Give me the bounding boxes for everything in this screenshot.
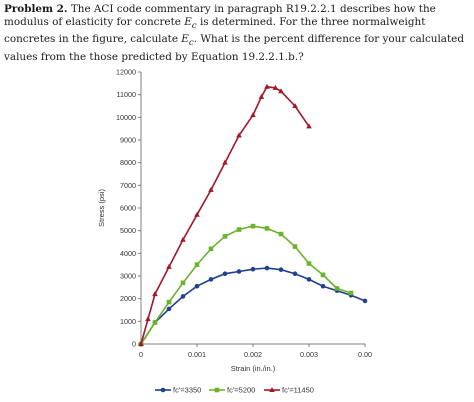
data-point [145,316,151,322]
data-point [292,271,298,277]
chart-series [138,83,368,347]
data-point [362,298,368,304]
problem-text-3: . What is the percent difference for you… [4,33,464,63]
data-point [194,262,200,267]
data-point [166,263,172,269]
data-point [236,269,242,274]
data-point [250,112,256,118]
data-point [250,266,256,272]
data-point [222,271,228,277]
series-line [140,267,366,345]
data-point [236,227,242,232]
data-point [222,159,228,165]
data-point [292,103,298,108]
legend-swatch-marker [160,387,166,393]
data-point [264,226,270,231]
data-point [292,244,298,249]
data-point [208,277,214,282]
data-point [278,267,284,272]
y-tick-label: 7000 [120,181,136,190]
y-tick-label: 5000 [120,226,136,235]
legend-label: fc'=11450 [282,386,314,395]
legend-swatch-marker [214,387,220,393]
y-tick-label: 10000 [116,113,136,122]
data-point [208,246,214,252]
y-tick-label: 4000 [120,249,136,258]
data-point [278,88,284,94]
y-tick-label: 0 [132,340,136,349]
data-point [306,123,312,129]
data-point [306,261,312,266]
data-point [180,294,186,299]
data-point [264,265,270,271]
y-tick-label: 12000 [116,68,136,77]
data-point [334,286,340,291]
y-tick-label: 1000 [120,317,136,326]
data-point [208,186,214,192]
data-point [278,231,284,237]
data-point [152,291,158,297]
ec-symbol: Ec [184,16,197,32]
ec-symbol-2: Ec [181,33,194,49]
data-point [236,132,242,138]
x-axis-label: Strain (in./in.) [231,364,276,373]
data-point [250,223,256,229]
x-tick-label: 0.001 [188,350,206,359]
legend-label: fc'=5200 [227,386,255,395]
data-point [258,93,265,99]
data-point [272,84,279,90]
legend-item: fc'=11450 [264,386,314,395]
chart-legend: fc'=3350 fc'=5200 fc'=11450 [155,386,314,395]
problem-heading: Problem 2. [4,3,68,15]
legend-item: fc'=3350 [155,386,201,395]
data-point [166,299,172,305]
data-point [166,306,172,312]
data-point [222,234,228,239]
y-tick-label: 9000 [120,136,136,145]
data-point [194,211,200,217]
series-1 [138,265,368,347]
data-point [152,320,158,325]
problem-text-2: is determined. For the three normalweigh… [4,16,426,46]
y-tick-label: 6000 [120,204,136,213]
chart-axes [138,71,366,347]
data-point [320,272,326,278]
data-point [194,283,200,289]
y-tick-label: 11000 [117,90,136,99]
x-tick-label: 0.00 [358,350,372,359]
series-line [140,85,310,345]
series-line [140,225,352,345]
data-point [180,236,186,242]
data-point [180,280,186,286]
legend-item: fc'=5200 [209,386,255,395]
x-tick-label: 0 [139,350,143,359]
problem-text-1: The ACI code commentary in paragraph R19… [4,3,436,29]
series-3 [138,83,312,346]
data-point [264,83,270,89]
data-point [348,290,354,296]
y-tick-label: 2000 [120,294,136,303]
problem-statement: Problem 2. The ACI code commentary in pa… [4,3,470,64]
x-tick-label: 0.003 [300,350,318,359]
data-point [306,277,312,282]
chart-tick-labels: 0 1000 2000 3000 4000 5000 6000 7000 8000 9000 100… [116,68,372,360]
data-point [138,341,144,346]
y-axis-label: Stress (psi) [97,189,106,227]
data-point [320,283,326,289]
y-tick-label: 3000 [120,272,136,281]
legend-label: fc'=3350 [173,386,201,395]
x-tick-label: 0.002 [244,350,262,359]
y-tick-label: 8000 [120,158,136,167]
legend-swatch-marker [269,387,275,392]
